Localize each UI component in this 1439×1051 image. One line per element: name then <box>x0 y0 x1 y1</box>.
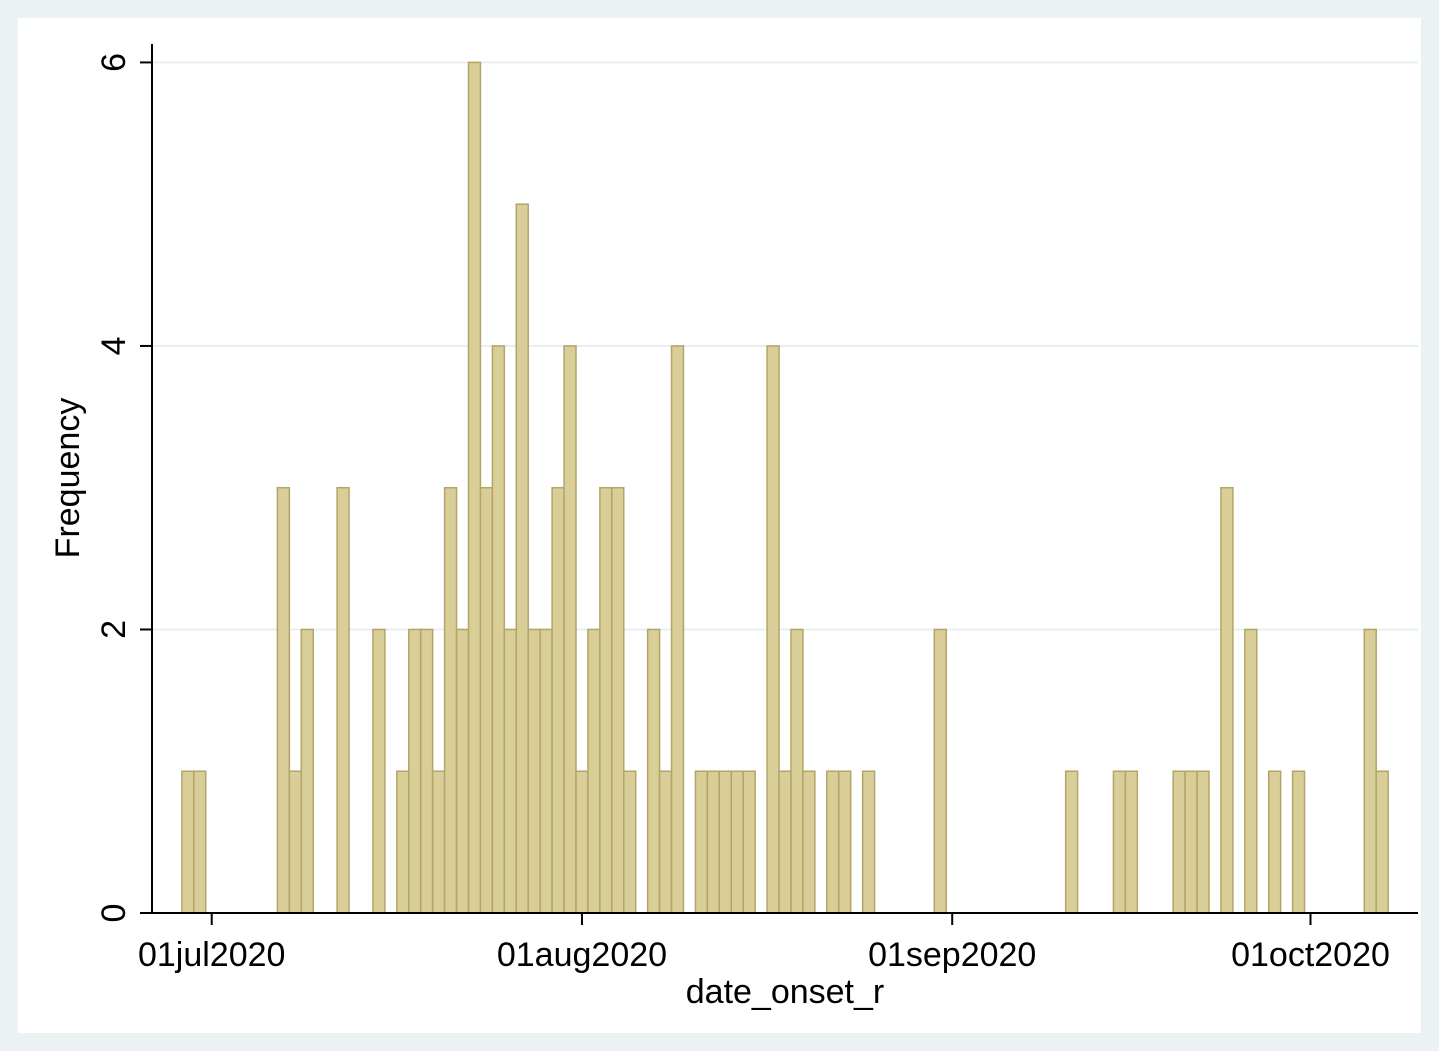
bar <box>694 770 709 914</box>
bar <box>933 628 947 914</box>
bar <box>181 770 195 914</box>
bar <box>491 345 506 914</box>
y-axis-title: Frequency <box>49 398 87 559</box>
bar <box>790 628 804 914</box>
bar <box>193 770 207 914</box>
x-tick-label: 01sep2020 <box>868 936 1036 974</box>
bar <box>1172 770 1186 914</box>
bar <box>372 628 386 914</box>
bar <box>587 628 601 914</box>
bar <box>658 770 673 914</box>
bar <box>443 486 458 914</box>
bar <box>300 628 314 914</box>
bar <box>730 770 744 914</box>
bar <box>861 770 876 914</box>
bar <box>431 770 446 914</box>
bar <box>1244 628 1258 914</box>
bar <box>826 770 840 914</box>
bar <box>1184 770 1198 914</box>
bar <box>551 486 565 914</box>
bar <box>611 486 625 914</box>
bar <box>802 770 816 914</box>
bar <box>563 345 577 914</box>
bar <box>467 61 482 914</box>
bar <box>1112 770 1127 914</box>
x-tick-label: 01aug2020 <box>497 936 667 974</box>
bar <box>1291 770 1306 914</box>
bar <box>503 628 518 914</box>
bar <box>1220 486 1234 914</box>
x-tick-label: 01oct2020 <box>1231 936 1390 974</box>
bar <box>670 345 685 914</box>
bar <box>288 770 303 914</box>
bar <box>1375 770 1389 914</box>
bar <box>539 628 553 914</box>
bar <box>336 486 350 914</box>
bar <box>276 486 291 914</box>
bar <box>778 770 792 914</box>
bar <box>1196 770 1210 914</box>
bar <box>599 486 613 914</box>
bar <box>479 486 494 914</box>
bar <box>718 770 733 914</box>
bar <box>623 770 637 914</box>
y-tick-label: 6 <box>95 53 133 72</box>
bar <box>1363 628 1377 914</box>
bar <box>646 628 661 914</box>
y-tick-label: 2 <box>95 620 133 639</box>
bar <box>515 203 529 914</box>
bar <box>837 770 852 914</box>
bar <box>575 770 589 914</box>
bar <box>742 770 756 914</box>
bar <box>706 770 721 914</box>
bar <box>1267 770 1282 914</box>
bar <box>419 628 434 914</box>
bar <box>527 628 541 914</box>
x-axis-title: date_onset_r <box>686 973 885 1011</box>
bar <box>1124 770 1139 914</box>
y-tick-label: 0 <box>95 904 133 923</box>
x-tick-label: 01jul2020 <box>138 936 285 974</box>
bar <box>1064 770 1079 914</box>
bar <box>408 628 422 914</box>
bar <box>396 770 410 914</box>
bar <box>455 628 470 914</box>
y-tick-label: 4 <box>95 336 133 355</box>
bar <box>766 345 780 914</box>
